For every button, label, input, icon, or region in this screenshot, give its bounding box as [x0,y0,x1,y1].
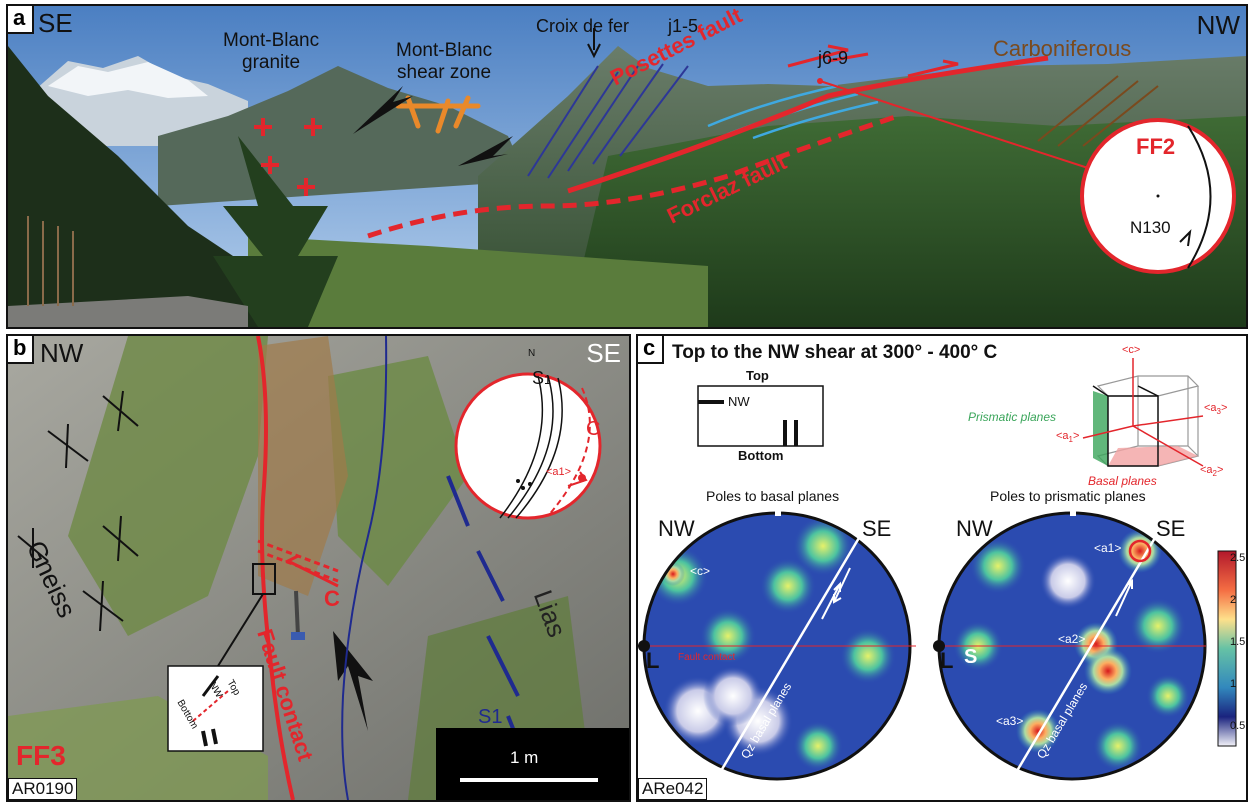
label-j6-9: j6-9 [818,48,849,68]
schematic-bottom: Bottom [738,448,784,463]
crystal-a2: <a2> [1200,464,1224,479]
label-mb-shear: Mont-Blanc shear zone [396,40,493,83]
stereo-c-label: C [586,418,601,440]
label-carboniferous: Carboniferous [993,36,1132,61]
scale-label: 1 m [510,748,539,767]
panel-b-outcrop: b NW SE N Gneiss Lias Fault contact C S1… [6,334,631,802]
colorbar-tick: 2.5 [1230,552,1246,564]
label-croix-de-fer: Croix de fer [536,16,630,36]
panel-b-north: N [528,348,536,359]
stereo-s1-s: S1 [532,368,552,388]
panel-b-letter: b [8,336,34,364]
crystal-basal-label: Basal planes [1088,474,1157,488]
panel-a-dir-right: NW [1196,10,1240,40]
colorbar-tick: 1 [1230,678,1237,690]
schematic-top: Top [746,368,769,383]
colorbar-tick: 2 [1230,594,1237,606]
panel-c-letter: c [638,336,664,364]
panel-a-letter: a [8,6,34,34]
sample-ar0190: AR0190 [8,778,78,800]
label-mb-granite: Mont-Blanc granite [223,30,320,73]
colorbar-tick: 1.5 [1230,636,1246,648]
crystal-a3: <a3> [1204,402,1228,417]
sample-are042: ARe042 [638,778,708,800]
crystal-prismatic-label: Prismatic planes [968,410,1057,424]
stereo-left-se: SE [862,516,892,541]
label-s1: S1 [478,706,503,728]
stereo-left-c-pole: <c> [690,564,711,578]
stereo-right-a1: <a1> [1094,541,1122,555]
stereo-right-se: SE [1156,516,1186,541]
ff2-label: FF2 [1136,134,1176,159]
label-j1-5: j1-5 [668,16,699,36]
panel-c-graphics [638,358,1237,781]
stereo-left-title: Poles to basal planes [706,488,840,504]
stereo-left-l: L [646,648,660,673]
panel-c-cpo: c Top to the NW shear at 300° - 400° C T… [636,334,1248,802]
crystal-a1: <a1> [1056,430,1080,445]
stereo-left-nw: NW [658,516,695,541]
stereo-right-a3: <a3> [996,714,1024,728]
stereo-left-fault: Fault contact [678,652,736,663]
panel-b-dir-right: SE [586,338,621,368]
panel-b-photo [8,336,629,800]
ff2-azimuth: N130 [1130,218,1171,237]
stereo-right-a2: <a2> [1058,632,1086,646]
crystal-c-axis: <c> [1122,344,1141,356]
schematic-nw: NW [728,394,750,409]
panel-b-dir-left: NW [40,338,84,368]
panel-a-landscape: a SE NW Mont-Blanc granite Mont-Blanc sh… [6,4,1248,329]
panel-c-title: Top to the NW shear at 300° - 400° C [672,342,998,363]
stereo-right-s: S [964,646,978,668]
stereo-right-title: Poles to prismatic planes [990,488,1146,504]
stereo-right-l: L [940,648,954,673]
ff3-label: FF3 [16,740,66,771]
label-c-plane: C [324,586,340,611]
stereo-a1-label: <a1> [546,466,572,478]
colorbar-tick: 0.5 [1230,720,1246,732]
stereo-right-nw: NW [956,516,993,541]
panel-a-dir-left: SE [38,8,73,38]
panel-a-photo [8,6,1246,327]
